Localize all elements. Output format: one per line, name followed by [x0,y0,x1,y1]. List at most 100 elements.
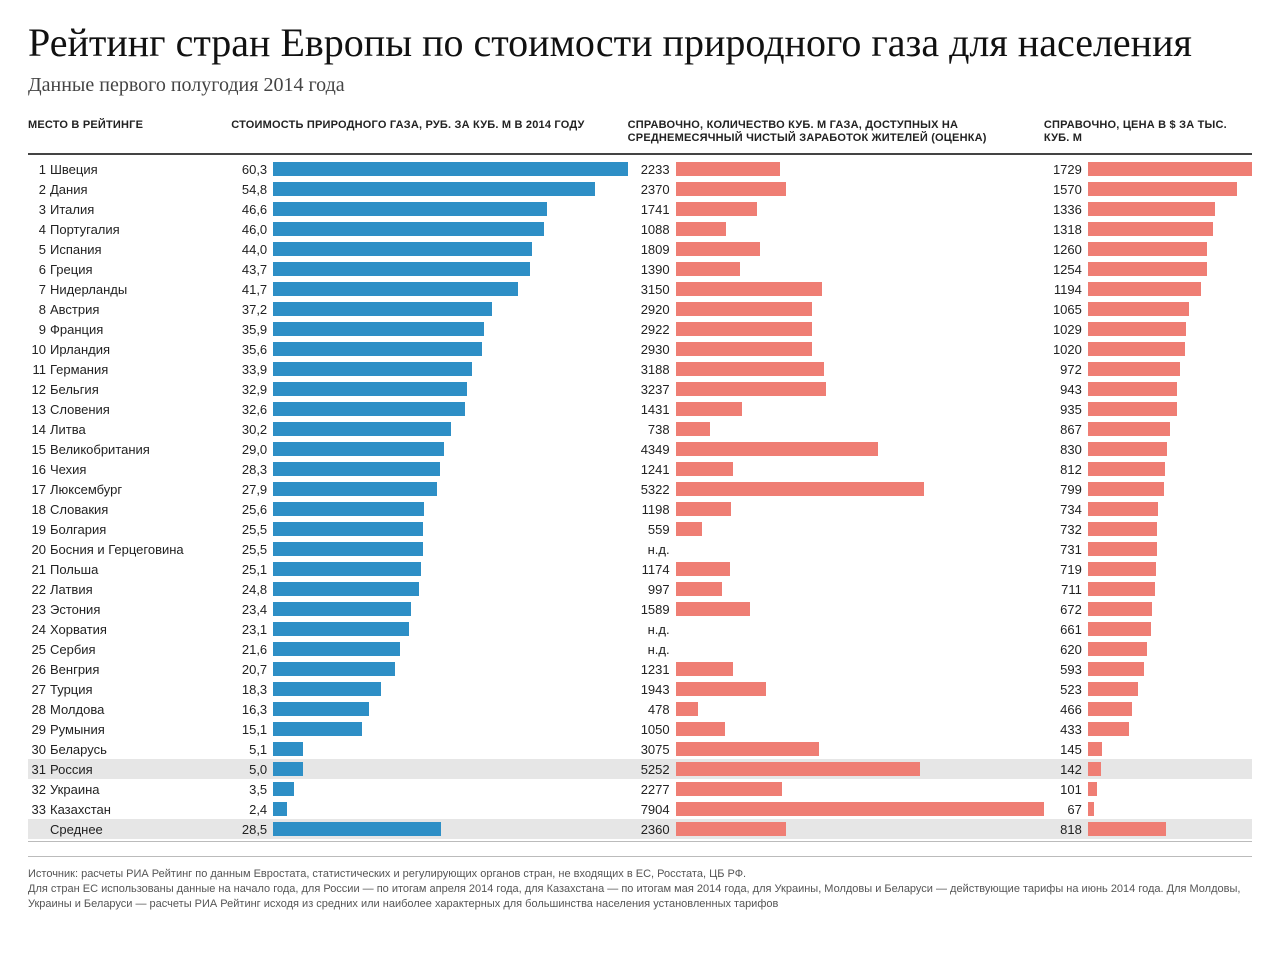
usd-bar [1088,562,1156,576]
price-value: 28,3 [231,462,273,477]
price-bar-wrap [273,642,627,656]
afford-bar [676,322,812,336]
price-bar-wrap [273,322,627,336]
price-value: 23,4 [231,602,273,617]
usd-bar [1088,202,1215,216]
price-bar [273,562,421,576]
afford-bar [676,242,760,256]
afford-value: 2233 [628,162,676,177]
table-row: 6Греция43,713901254 [28,259,1252,279]
cell-usd: 672 [1044,602,1252,617]
price-value: 54,8 [231,182,273,197]
price-value: 27,9 [231,482,273,497]
cell-price: 18,3 [231,682,627,697]
cell-price: 44,0 [231,242,627,257]
usd-bar-wrap [1088,222,1252,236]
usd-value: 1029 [1044,322,1088,337]
usd-value: 943 [1044,382,1088,397]
afford-value: 1231 [628,662,676,677]
cell-usd: 935 [1044,402,1252,417]
usd-value: 818 [1044,822,1088,837]
afford-bar [676,302,812,316]
rank-number: 11 [28,362,50,377]
afford-value: н.д. [628,542,676,557]
afford-bar-wrap [676,822,1044,836]
rank-number: 14 [28,422,50,437]
price-bar [273,622,409,636]
cell-usd: 731 [1044,542,1252,557]
cell-rank: 25Сербия [28,642,231,657]
cell-usd: 799 [1044,482,1252,497]
country-name: Турция [50,682,231,697]
afford-value: 1050 [628,722,676,737]
cell-rank: 27Турция [28,682,231,697]
usd-bar-wrap [1088,242,1252,256]
afford-value: 1943 [628,682,676,697]
cell-afford: 1741 [628,202,1044,217]
table-row: 27Турция18,31943523 [28,679,1252,699]
usd-bar [1088,282,1201,296]
cell-price: 5,1 [231,742,627,757]
cell-usd: 593 [1044,662,1252,677]
table-row: 14Литва30,2738867 [28,419,1252,439]
country-name: Хорватия [50,622,231,637]
afford-bar-wrap [676,682,1044,696]
cell-afford: 5252 [628,762,1044,777]
usd-bar-wrap [1088,762,1252,776]
cell-usd: 1065 [1044,302,1252,317]
afford-value: 4349 [628,442,676,457]
country-name: Венгрия [50,662,231,677]
country-name: Дания [50,182,231,197]
cell-rank: 32Украина [28,782,231,797]
rank-number: 33 [28,802,50,817]
usd-value: 732 [1044,522,1088,537]
rank-number: 16 [28,462,50,477]
price-value: 25,6 [231,502,273,517]
afford-bar-wrap [676,402,1044,416]
cell-rank: 8Австрия [28,302,231,317]
afford-value: 559 [628,522,676,537]
footnote-text: Источник: расчеты РИА Рейтинг по данным … [28,867,1252,912]
afford-bar [676,222,727,236]
price-bar-wrap [273,262,627,276]
cell-rank: 11Германия [28,362,231,377]
price-bar [273,342,482,356]
rank-number: 30 [28,742,50,757]
cell-afford: 1088 [628,222,1044,237]
afford-bar-wrap [676,162,1044,176]
afford-value: 3075 [628,742,676,757]
afford-bar-wrap [676,282,1044,296]
afford-bar-wrap [676,622,1044,636]
cell-rank: 13Словения [28,402,231,417]
cell-price: 32,9 [231,382,627,397]
cell-price: 23,1 [231,622,627,637]
cell-rank: 19Болгария [28,522,231,537]
afford-bar [676,502,732,516]
cell-afford: 1174 [628,562,1044,577]
cell-rank: 33Казахстан [28,802,231,817]
price-value: 46,6 [231,202,273,217]
usd-value: 1318 [1044,222,1088,237]
country-name: Словакия [50,502,231,517]
table-row: 32Украина3,52277101 [28,779,1252,799]
usd-value: 731 [1044,542,1088,557]
afford-bar-wrap [676,262,1044,276]
price-bar [273,762,302,776]
afford-bar [676,282,823,296]
page-subtitle: Данные первого полугодия 2014 года [28,74,1252,97]
table-row: 30Беларусь5,13075145 [28,739,1252,759]
afford-value: 478 [628,702,676,717]
cell-rank: 23Эстония [28,602,231,617]
price-bar [273,202,547,216]
usd-bar-wrap [1088,742,1252,756]
table-row: 8Австрия37,229201065 [28,299,1252,319]
country-name: Греция [50,262,231,277]
country-name: Нидерланды [50,282,231,297]
cell-afford: 997 [628,582,1044,597]
cell-afford: 2920 [628,302,1044,317]
usd-bar-wrap [1088,362,1252,376]
afford-bar-wrap [676,582,1044,596]
usd-bar [1088,702,1132,716]
usd-value: 711 [1044,582,1088,597]
rank-number: 15 [28,442,50,457]
